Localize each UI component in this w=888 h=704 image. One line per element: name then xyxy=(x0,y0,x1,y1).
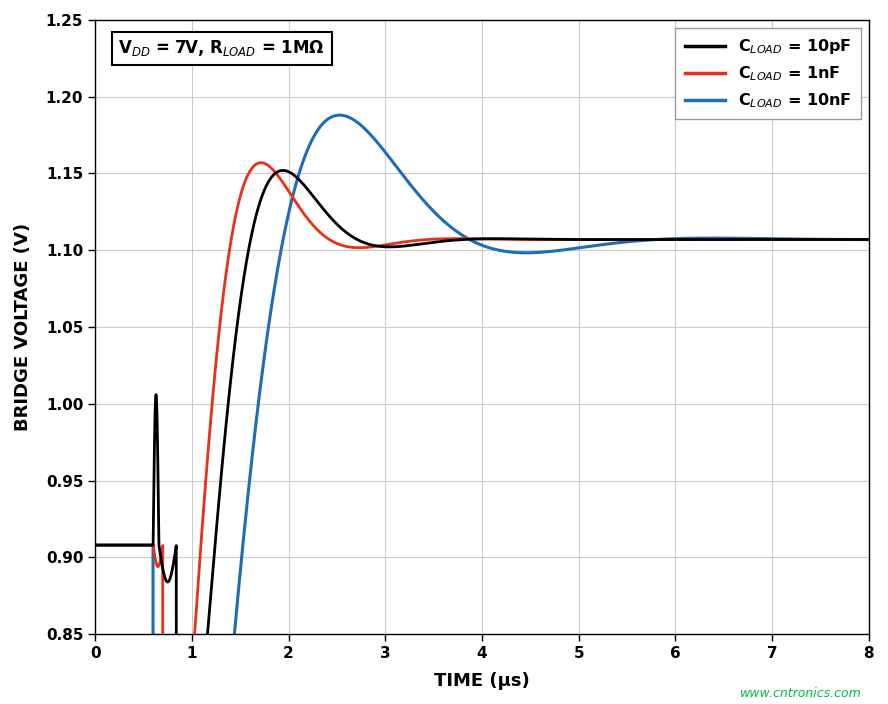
Y-axis label: BRIDGE VOLTAGE (V): BRIDGE VOLTAGE (V) xyxy=(14,223,32,431)
X-axis label: TIME (μs): TIME (μs) xyxy=(434,672,530,690)
Text: V$_{DD}$ = 7V, R$_{LOAD}$ = 1MΩ: V$_{DD}$ = 7V, R$_{LOAD}$ = 1MΩ xyxy=(118,38,325,58)
Legend: C$_{LOAD}$ = 10pF, C$_{LOAD}$ = 1nF, C$_{LOAD}$ = 10nF: C$_{LOAD}$ = 10pF, C$_{LOAD}$ = 1nF, C$_… xyxy=(676,28,860,120)
Text: www.cntronics.com: www.cntronics.com xyxy=(740,688,861,700)
